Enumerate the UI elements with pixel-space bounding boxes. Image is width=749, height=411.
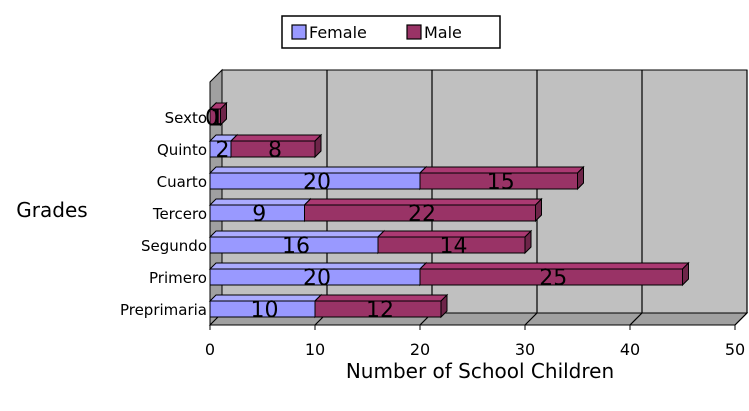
data-label: 10: [251, 298, 279, 323]
bar-side: [440, 293, 448, 319]
data-label: 20: [303, 266, 331, 291]
data-label: 14: [440, 234, 468, 259]
y-tick-label: Tercero: [152, 205, 207, 223]
legend-swatch: [406, 24, 422, 40]
data-label: 2: [216, 138, 230, 163]
y-tick-label: Primero: [149, 269, 207, 287]
data-label: 16: [282, 234, 310, 259]
x-tick-labels: 0 10 20 30 40 50: [205, 340, 745, 359]
legend-label: Male: [424, 23, 462, 42]
x-tick-label: 10: [305, 340, 325, 359]
data-label: 25: [539, 266, 567, 291]
plot-walls: [208, 68, 749, 327]
bar-side: [314, 133, 322, 159]
grid-floor-line: [524, 312, 538, 326]
data-label: 9: [252, 202, 266, 227]
y-tick-labels: Preprimaria Primero Segundo Tercero Cuarto Qu…: [120, 109, 207, 319]
y-tick-label: Preprimaria: [120, 301, 207, 319]
x-tick-label: 20: [410, 340, 430, 359]
data-label: 0: [205, 106, 219, 131]
bar-side: [577, 165, 584, 191]
x-tick-label: 50: [725, 340, 745, 359]
x-tick-label: 40: [620, 340, 640, 359]
data-label: 20: [303, 170, 331, 195]
grid-floor-line: [734, 312, 748, 326]
bar-side: [524, 229, 532, 255]
bar-side: [535, 197, 542, 223]
bar-side: [682, 261, 689, 287]
x-axis-title: Number of School Children: [346, 359, 614, 383]
bars: [208, 101, 690, 319]
legend-swatch: [291, 24, 307, 40]
grid-floor-line: [629, 312, 643, 326]
y-axis-title: Grades: [16, 198, 87, 222]
data-label: 15: [487, 170, 515, 195]
legend: Female Male: [281, 15, 501, 49]
data-label: 1: [210, 106, 224, 131]
data-label: 22: [408, 202, 436, 227]
y-tick-label: Quinto: [157, 141, 207, 159]
data-labels: 10 12 20 25 16 14 9 22 20 15 2 8 01: [205, 106, 567, 323]
data-label: 8: [268, 138, 282, 163]
legend-label: Female: [309, 23, 367, 42]
y-tick-label: Sexto: [165, 109, 207, 127]
legend-box: [281, 15, 501, 49]
data-label: 12: [366, 298, 394, 323]
x-tick-label: 30: [515, 340, 535, 359]
y-tick-label: Segundo: [141, 237, 207, 255]
y-tick-label: Cuarto: [157, 173, 207, 191]
bar-side: [220, 101, 227, 127]
x-tick-label: 0: [205, 340, 215, 359]
